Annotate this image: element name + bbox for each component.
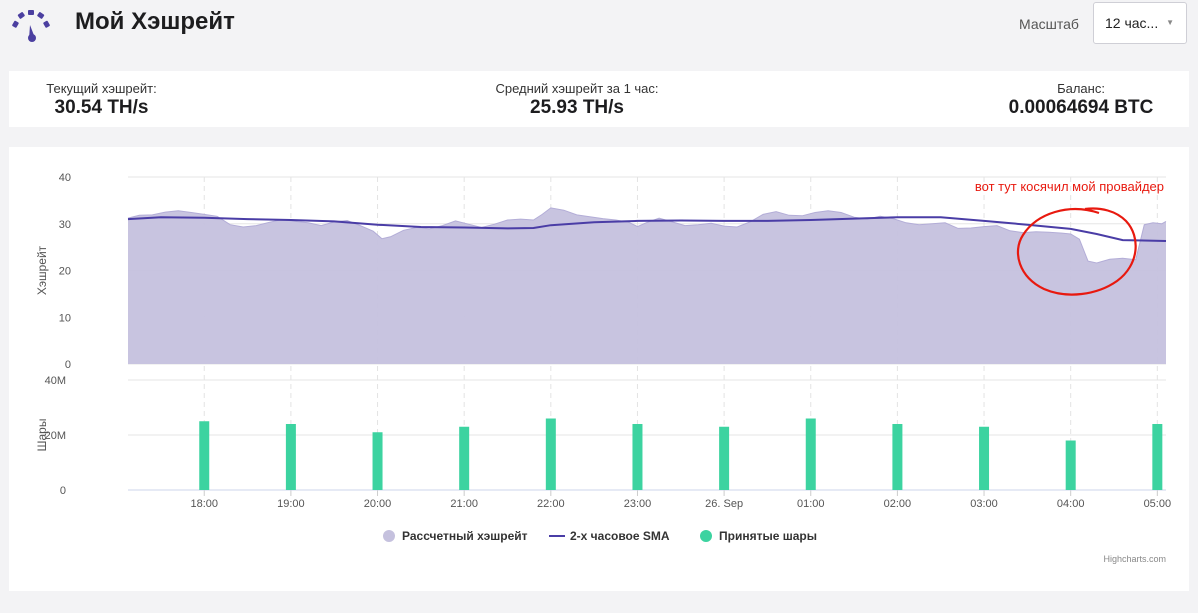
- scale-select-value: 12 час...: [1105, 15, 1159, 31]
- speedometer-icon: [12, 10, 50, 42]
- shares-bar[interactable]: [1152, 424, 1163, 490]
- time-tick-label: 23:00: [624, 498, 652, 510]
- time-tick-label: 26. Sep: [705, 498, 743, 510]
- time-tick-label: 03:00: [970, 498, 998, 510]
- annotation-text: вот тут косячил мой провайдер: [975, 179, 1164, 194]
- legend-label: Рассчетный хэшрейт: [402, 529, 528, 543]
- legend-label: 2-х часовое SMA: [570, 529, 670, 543]
- top-bar: Мой Хэшрейт Масштаб 12 час... ▼: [0, 0, 1198, 62]
- time-tick-label: 02:00: [884, 498, 912, 510]
- time-tick-label: 18:00: [190, 498, 218, 510]
- time-tick-label: 22:00: [537, 498, 565, 510]
- current-hashrate-value: 30.54 TH/s: [54, 97, 149, 118]
- area-layer: [127, 207, 1167, 364]
- chart-credits[interactable]: Highcharts.com: [1103, 554, 1166, 564]
- shares-tick-label: 20M: [45, 430, 66, 442]
- shares-bar[interactable]: [892, 424, 903, 490]
- legend-symbol: [383, 530, 395, 542]
- scale-label: Масштаб: [1019, 16, 1079, 32]
- legend-item-accepted-shares[interactable]: Принятые шары: [700, 529, 817, 543]
- annotation-circle: [1016, 207, 1137, 296]
- shares-bar[interactable]: [1065, 440, 1076, 491]
- shares-bar[interactable]: [285, 424, 296, 490]
- average-hashrate-stat: Средний хэшрейт за 1 час: 25.93 TH/s: [449, 81, 705, 119]
- time-tick-label: 01:00: [797, 498, 825, 510]
- hashrate-chart-card: 0 10 20 30 40 0 20M 40M 18:00 19:00 20:00 21:00 22:0…: [9, 147, 1189, 591]
- chart-legend: Рассчетный хэшрейт 2-х часовое SMA Приняты…: [383, 529, 817, 543]
- hashrate-axis-title: Хэшрейт: [35, 245, 49, 295]
- shares-bar[interactable]: [199, 421, 210, 490]
- shares-tick-label: 40M: [45, 375, 66, 387]
- shares-bar[interactable]: [545, 418, 556, 491]
- stats-panel: Текущий хэшрейт: 30.54 TH/s Средний хэшр…: [9, 71, 1189, 127]
- time-tick-label: 04:00: [1057, 498, 1085, 510]
- balance-stat: Баланс: 0.00064694 BTC: [981, 81, 1181, 119]
- shares-bar[interactable]: [459, 426, 470, 490]
- balance-value: 0.00064694 BTC: [1008, 97, 1154, 118]
- current-hashrate-label: Текущий хэшрейт:: [46, 81, 157, 96]
- hashrate-chart: 0 10 20 30 40 0 20M 40M 18:00 19:00 20:00 21:00 22:0…: [35, 172, 1171, 564]
- scale-select[interactable]: 12 час... ▼: [1093, 2, 1187, 44]
- hashrate-tick-label: 40: [59, 172, 71, 184]
- page-title: Мой Хэшрейт: [75, 8, 235, 35]
- time-tick-label: 20:00: [364, 498, 392, 510]
- sma-line[interactable]: [127, 216, 1167, 242]
- estimated-hashrate-area[interactable]: [128, 207, 1166, 364]
- balance-label: Баланс:: [1057, 81, 1105, 96]
- shares-bar[interactable]: [632, 424, 643, 490]
- average-hashrate-value: 25.93 TH/s: [530, 97, 624, 118]
- legend-symbol: [700, 530, 712, 542]
- legend-item-sma[interactable]: 2-х часовое SMA: [549, 529, 670, 543]
- hashrate-tick-label: 0: [65, 359, 71, 371]
- time-tick-label: 21:00: [450, 498, 478, 510]
- shares-axis-title: Шары: [35, 419, 49, 452]
- chevron-down-icon: ▼: [1166, 18, 1174, 27]
- labels-layer: 0 10 20 30 40 0 20M 40M 18:00 19:00 20:00 21:00 22:0…: [35, 172, 1171, 510]
- time-tick-label: 19:00: [277, 498, 305, 510]
- shares-bar[interactable]: [719, 426, 730, 490]
- average-hashrate-label: Средний хэшрейт за 1 час:: [495, 81, 659, 96]
- hashrate-tick-label: 30: [59, 219, 71, 231]
- shares-tick-label: 0: [60, 485, 66, 497]
- shares-bar[interactable]: [805, 418, 816, 491]
- hashrate-tick-label: 20: [59, 266, 71, 278]
- bars-layer: [199, 418, 1163, 491]
- hashrate-tick-label: 10: [59, 312, 71, 324]
- legend-label: Принятые шары: [719, 529, 817, 543]
- shares-bar[interactable]: [372, 432, 383, 490]
- time-tick-label: 05:00: [1144, 498, 1172, 510]
- current-hashrate-stat: Текущий хэшрейт: 30.54 TH/s: [9, 81, 194, 119]
- shares-bar[interactable]: [979, 426, 990, 490]
- legend-item-estimated-hashrate[interactable]: Рассчетный хэшрейт: [383, 529, 528, 543]
